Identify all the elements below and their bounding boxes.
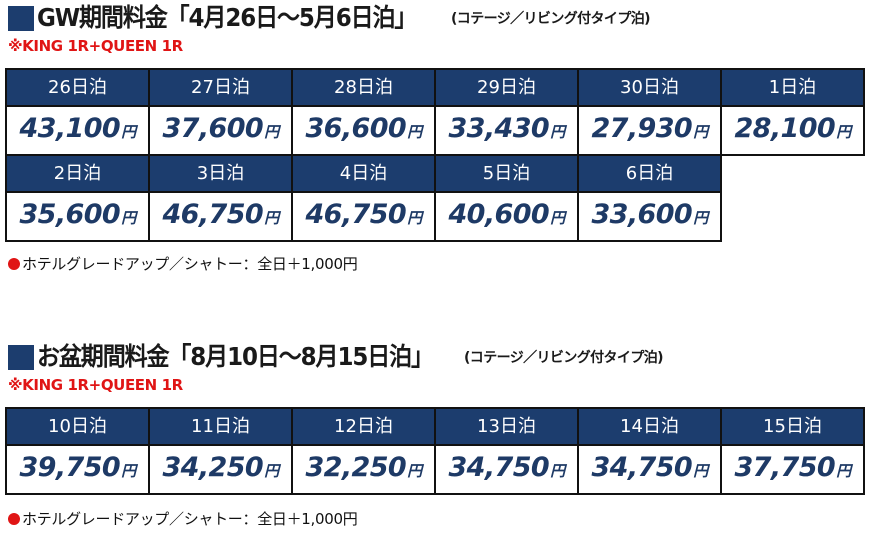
gw-subtitle: (コテージ／リビング付タイプ泊) — [451, 11, 651, 27]
price-value: 34,750 — [591, 452, 693, 483]
obon-night-row: 10日泊 11日泊 12日泊 13日泊 14日泊 15日泊 — [5, 407, 865, 446]
yen-unit: 円 — [550, 209, 565, 227]
price-cell: 36,600円 — [291, 105, 436, 156]
yen-unit: 円 — [693, 462, 708, 480]
red-dot-icon — [8, 513, 20, 525]
gw-room-note: ※KING 1R+QUEEN 1R — [8, 37, 183, 55]
yen-unit: 円 — [407, 209, 422, 227]
price-value: 35,600 — [19, 199, 121, 230]
obon-title: お盆期間料金「8月10日〜8月15日泊」 — [37, 342, 434, 371]
night-label: 5日泊 — [434, 154, 579, 193]
obon-subtitle: (コテージ／リビング付タイプ泊) — [464, 350, 664, 366]
price-value: 37,600 — [162, 113, 264, 144]
yen-unit: 円 — [550, 462, 565, 480]
price-value: 32,250 — [305, 452, 407, 483]
gw-title-row: GW期間料金「4月26日〜5月6日泊」 (コテージ／リビング付タイプ泊) — [0, 0, 886, 35]
gw-footnote: ホテルグレードアップ／シャトー：全日＋1,000円 — [8, 254, 358, 274]
night-label: 3日泊 — [148, 154, 293, 193]
yen-unit: 円 — [264, 123, 279, 141]
night-label: 11日泊 — [148, 407, 293, 446]
price-cell: 33,600円 — [577, 191, 722, 242]
price-cell: 37,600円 — [148, 105, 293, 156]
price-value: 40,600 — [448, 199, 550, 230]
night-label: 29日泊 — [434, 68, 579, 107]
night-label: 10日泊 — [5, 407, 150, 446]
price-value: 28,100 — [734, 113, 836, 144]
night-label: 26日泊 — [5, 68, 150, 107]
price-value: 33,430 — [448, 113, 550, 144]
yen-unit: 円 — [550, 123, 565, 141]
price-value: 36,600 — [305, 113, 407, 144]
price-cell: 33,430円 — [434, 105, 579, 156]
night-label: 12日泊 — [291, 407, 436, 446]
obon-price-row: 39,750円 34,250円 32,250円 34,750円 34,750円 … — [5, 444, 865, 495]
obon-footnote-text: ホテルグレードアップ／シャトー：全日＋1,000円 — [22, 510, 358, 528]
obon-room-note: ※KING 1R+QUEEN 1R — [8, 376, 183, 394]
yen-unit: 円 — [836, 462, 851, 480]
obon-footnote: ホテルグレードアップ／シャトー：全日＋1,000円 — [8, 509, 358, 529]
yen-unit: 円 — [407, 123, 422, 141]
gw-price-row-2: 35,600円 46,750円 46,750円 40,600円 33,600円 — [5, 191, 864, 242]
empty-cell — [721, 192, 864, 241]
gw-footnote-text: ホテルグレードアップ／シャトー：全日＋1,000円 — [22, 255, 358, 273]
price-value: 34,250 — [162, 452, 264, 483]
night-label: 6日泊 — [577, 154, 722, 193]
empty-cell — [721, 155, 864, 192]
price-cell: 34,750円 — [434, 444, 579, 495]
night-label: 28日泊 — [291, 68, 436, 107]
price-cell: 27,930円 — [577, 105, 722, 156]
yen-unit: 円 — [264, 462, 279, 480]
night-label: 1日泊 — [720, 68, 865, 107]
gw-night-row-2: 2日泊 3日泊 4日泊 5日泊 6日泊 — [5, 154, 864, 193]
yen-unit: 円 — [121, 123, 136, 141]
yen-unit: 円 — [693, 209, 708, 227]
night-label: 15日泊 — [720, 407, 865, 446]
night-label: 30日泊 — [577, 68, 722, 107]
price-value: 27,930 — [591, 113, 693, 144]
obon-price-table: 10日泊 11日泊 12日泊 13日泊 14日泊 15日泊 39,750円 34… — [5, 407, 865, 495]
price-cell: 35,600円 — [5, 191, 150, 242]
yen-unit: 円 — [121, 462, 136, 480]
price-value: 46,750 — [162, 199, 264, 230]
night-label: 2日泊 — [5, 154, 150, 193]
yen-unit: 円 — [264, 209, 279, 227]
price-cell: 39,750円 — [5, 444, 150, 495]
title-square-icon — [8, 345, 34, 370]
yen-unit: 円 — [407, 462, 422, 480]
price-value: 46,750 — [305, 199, 407, 230]
price-cell: 32,250円 — [291, 444, 436, 495]
price-cell: 28,100円 — [720, 105, 865, 156]
price-cell: 37,750円 — [720, 444, 865, 495]
price-value: 43,100 — [19, 113, 121, 144]
gw-price-row-1: 43,100円 37,600円 36,600円 33,430円 27,930円 … — [5, 105, 865, 156]
price-value: 37,750 — [734, 452, 836, 483]
price-cell: 43,100円 — [5, 105, 150, 156]
price-cell: 46,750円 — [148, 191, 293, 242]
night-label: 4日泊 — [291, 154, 436, 193]
night-label: 13日泊 — [434, 407, 579, 446]
price-value: 33,600 — [591, 199, 693, 230]
yen-unit: 円 — [693, 123, 708, 141]
price-cell: 34,750円 — [577, 444, 722, 495]
night-label: 14日泊 — [577, 407, 722, 446]
yen-unit: 円 — [836, 123, 851, 141]
gw-price-table: 26日泊 27日泊 28日泊 29日泊 30日泊 1日泊 43,100円 37,… — [5, 68, 865, 242]
night-label: 27日泊 — [148, 68, 293, 107]
obon-section: お盆期間料金「8月10日〜8月15日泊」 (コテージ／リビング付タイプ泊) ※K… — [0, 339, 886, 528]
obon-title-row: お盆期間料金「8月10日〜8月15日泊」 (コテージ／リビング付タイプ泊) — [0, 339, 886, 374]
gw-section: GW期間料金「4月26日〜5月6日泊」 (コテージ／リビング付タイプ泊) ※KI… — [0, 0, 886, 273]
price-cell: 40,600円 — [434, 191, 579, 242]
title-square-icon — [8, 6, 34, 31]
red-dot-icon — [8, 258, 20, 270]
price-value: 39,750 — [19, 452, 121, 483]
price-cell: 34,250円 — [148, 444, 293, 495]
gw-night-row-1: 26日泊 27日泊 28日泊 29日泊 30日泊 1日泊 — [5, 68, 865, 107]
gw-title: GW期間料金「4月26日〜5月6日泊」 — [37, 3, 417, 32]
price-cell: 46,750円 — [291, 191, 436, 242]
price-value: 34,750 — [448, 452, 550, 483]
yen-unit: 円 — [121, 209, 136, 227]
